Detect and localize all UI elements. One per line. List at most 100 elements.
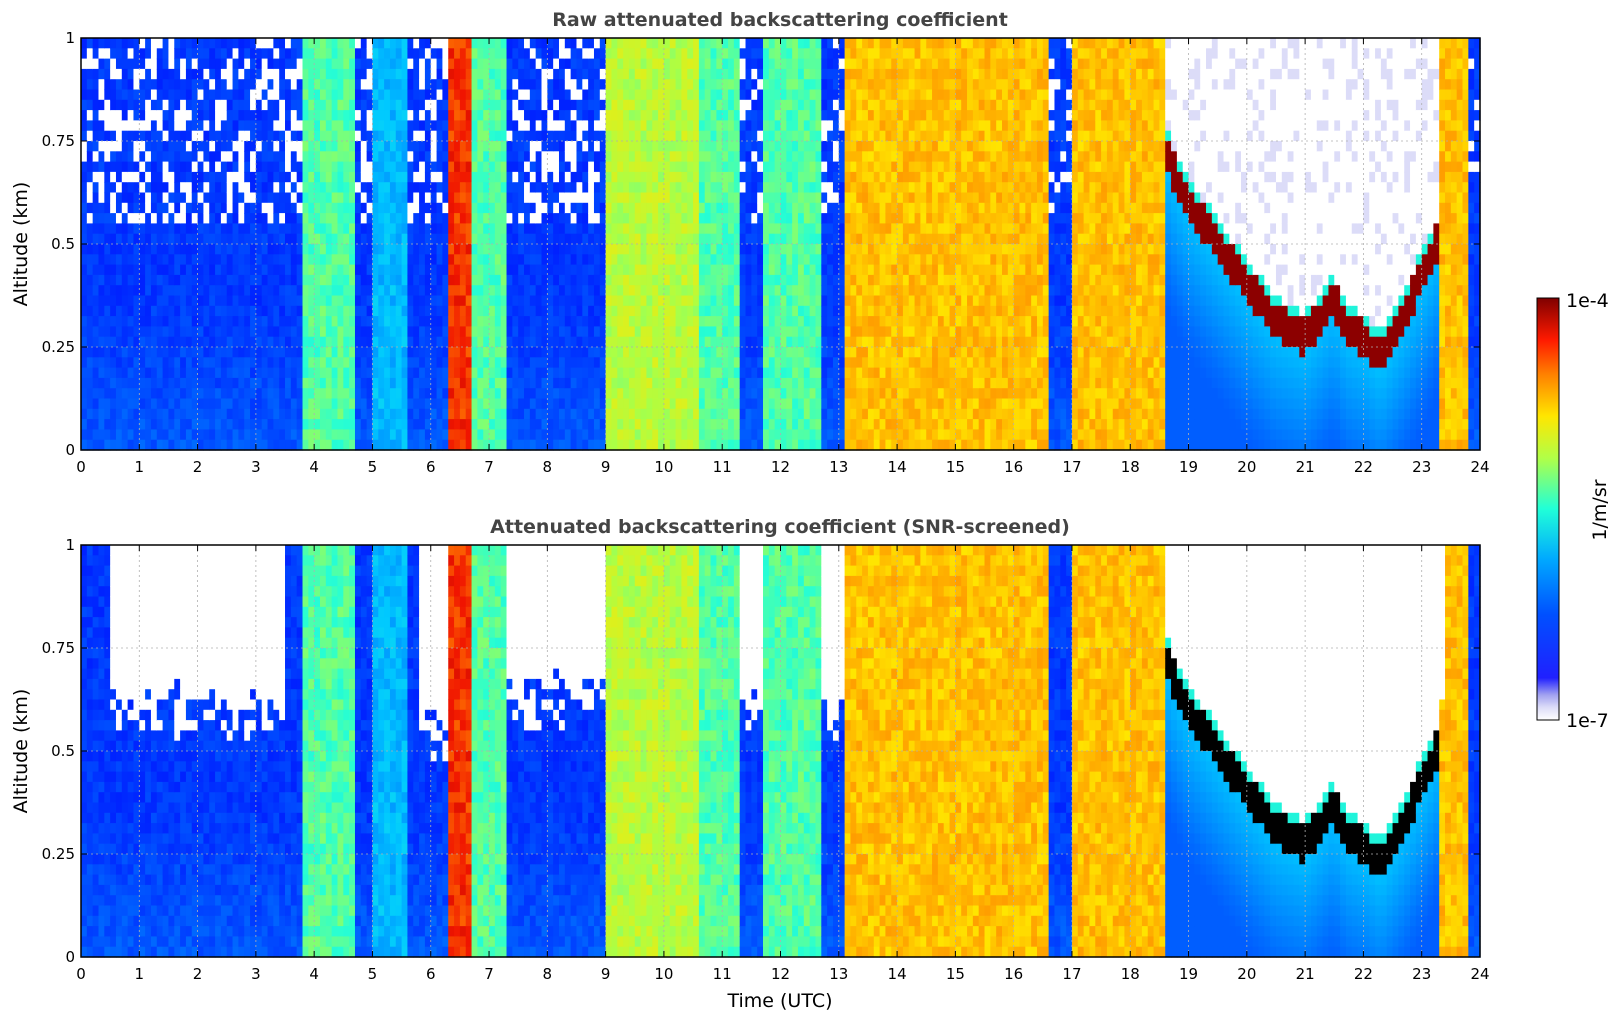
heatmap-cell — [133, 182, 140, 194]
heatmap-cell — [104, 357, 111, 369]
heatmap-cell — [197, 68, 205, 80]
heatmap-cell — [693, 99, 700, 111]
heatmap-cell — [494, 38, 502, 49]
heatmap-cell — [722, 274, 729, 286]
heatmap-cell — [121, 336, 129, 348]
heatmap-cell — [693, 213, 700, 224]
heatmap-cell — [372, 244, 379, 255]
heatmap-cell — [325, 151, 333, 163]
heatmap-cell — [308, 408, 315, 420]
heatmap-cell — [757, 398, 764, 410]
heatmap-cell — [395, 264, 403, 276]
heatmap-cell — [640, 264, 648, 276]
heatmap-cell — [599, 285, 607, 297]
heatmap-cell — [209, 161, 216, 173]
heatmap-cell — [541, 68, 548, 80]
heatmap-cell — [728, 151, 735, 163]
heatmap-cell — [611, 285, 618, 297]
heatmap-cell — [238, 274, 245, 286]
heatmap-cell — [710, 326, 717, 338]
heatmap-cell — [792, 285, 799, 297]
heatmap-cell — [792, 429, 799, 441]
heatmap-cell — [145, 244, 152, 255]
heatmap-cell — [564, 223, 572, 235]
heatmap-cell — [547, 388, 554, 400]
heatmap-cell — [477, 429, 484, 441]
heatmap-cell — [104, 408, 111, 420]
heatmap-cell — [215, 202, 222, 214]
heatmap-cell — [512, 347, 519, 358]
heatmap-cell — [570, 89, 578, 101]
heatmap-cell — [611, 316, 618, 327]
heatmap-cell — [127, 151, 135, 163]
heatmap-cell — [739, 285, 747, 297]
heatmap-cell — [168, 305, 175, 317]
heatmap-cell — [349, 398, 356, 410]
heatmap-cell — [617, 182, 624, 194]
heatmap-cell — [442, 429, 449, 441]
heatmap-cell — [547, 244, 554, 255]
heatmap-cell — [564, 120, 572, 132]
heatmap-cell — [349, 58, 356, 70]
heatmap-cell — [250, 285, 257, 297]
heatmap-cell — [156, 48, 164, 60]
heatmap-cell — [104, 377, 111, 389]
heatmap-cell — [506, 110, 513, 121]
heatmap-cell — [413, 89, 420, 101]
heatmap-cell — [185, 398, 193, 410]
heatmap-cell — [226, 439, 234, 451]
heatmap-cell — [139, 233, 146, 245]
heatmap-cell — [646, 38, 653, 49]
heatmap-cell — [739, 223, 747, 235]
heatmap-cell — [646, 48, 653, 60]
heatmap-cell — [395, 141, 403, 152]
heatmap-cell — [500, 130, 508, 142]
heatmap-cell — [285, 120, 292, 132]
heatmap-cell — [582, 171, 589, 183]
heatmap-cell — [424, 141, 432, 152]
heatmap-cell — [320, 244, 327, 255]
heatmap-cell — [354, 274, 362, 286]
heatmap-cell — [389, 326, 397, 338]
heatmap-cell — [133, 89, 140, 101]
heatmap-cell — [477, 244, 484, 255]
heatmap-cell — [238, 408, 245, 420]
heatmap-cell — [745, 120, 752, 132]
heatmap-cell — [215, 141, 222, 152]
heatmap-cell — [81, 408, 88, 420]
heatmap-cell — [704, 213, 712, 224]
heatmap-cell — [273, 377, 280, 389]
heatmap-cell — [652, 367, 659, 379]
heatmap-cell — [541, 182, 548, 194]
heatmap-cell — [652, 429, 659, 441]
heatmap-cell — [506, 120, 513, 132]
heatmap-cell — [238, 388, 245, 400]
heatmap-cell — [372, 439, 379, 451]
heatmap-cell — [168, 439, 175, 451]
heatmap-cell — [745, 99, 752, 111]
heatmap-cell — [529, 110, 537, 121]
heatmap-cell — [145, 192, 152, 204]
heatmap-cell — [500, 151, 508, 163]
heatmap-cell — [652, 264, 659, 276]
heatmap-cell — [512, 58, 519, 70]
heatmap-cell — [325, 233, 333, 245]
heatmap-cell — [209, 285, 216, 297]
heatmap-cell — [395, 223, 403, 235]
heatmap-cell — [127, 182, 135, 194]
heatmap-cell — [675, 38, 683, 49]
heatmap-cell — [774, 398, 782, 410]
heatmap-cell — [191, 38, 199, 49]
heatmap-cell — [512, 213, 519, 224]
heatmap-cell — [267, 377, 274, 389]
heatmap-cell — [226, 377, 234, 389]
heatmap-cell — [681, 202, 688, 214]
heatmap-cell — [232, 274, 239, 286]
heatmap-cell — [698, 223, 706, 235]
heatmap-cell — [448, 336, 455, 348]
heatmap-cell — [442, 408, 449, 420]
heatmap-cell — [168, 295, 175, 307]
heatmap-cell — [640, 377, 648, 389]
heatmap-cell — [582, 326, 589, 338]
heatmap-cell — [611, 419, 618, 430]
